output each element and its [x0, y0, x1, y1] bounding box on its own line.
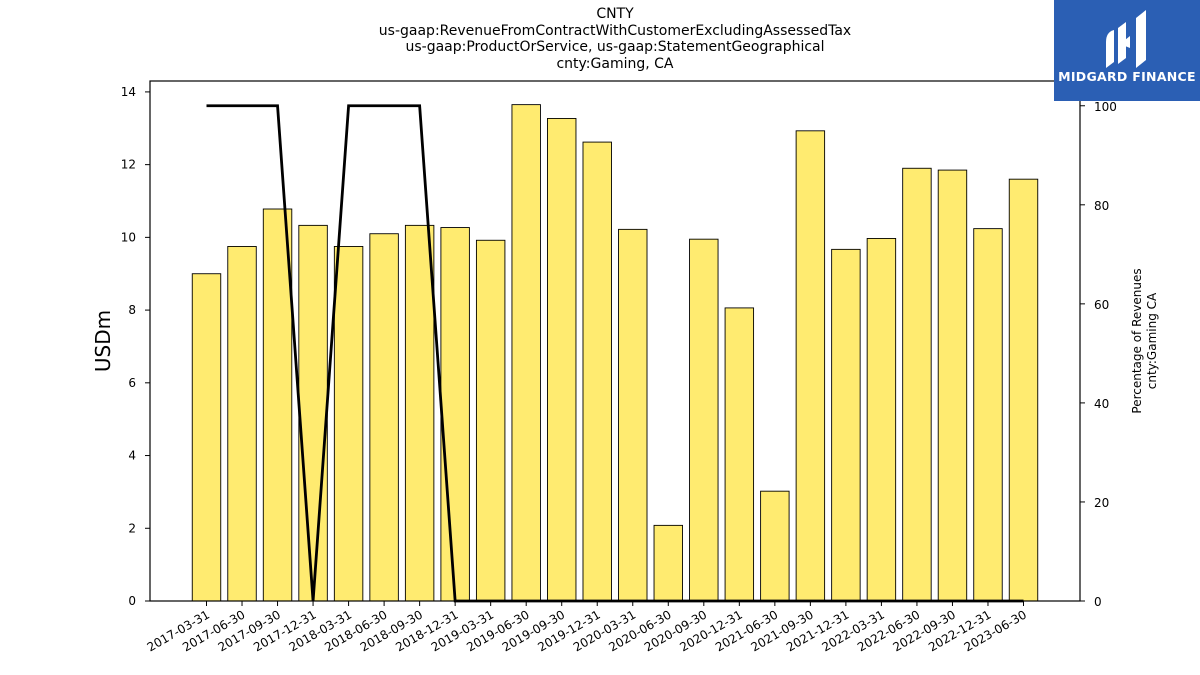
y-tick-label: 0 [128, 594, 136, 608]
midgard-finance-logo: MIDGARD FINANCE [1054, 0, 1200, 101]
bar-2018-03-31 [333, 245, 364, 602]
bar-series [191, 104, 1039, 602]
y2-axis-label-line-1: Percentage of Revenues [1130, 268, 1144, 413]
midgard-logo-icon [1106, 10, 1146, 68]
plot-frame [149, 80, 1081, 602]
chart-title-line-2: us-gaap:RevenueFromContractWithCustomerE… [378, 22, 852, 39]
logo-text: MIDGARD FINANCE [1058, 69, 1196, 84]
chart-title: CNTY us-gaap:RevenueFromContractWithCust… [265, 6, 965, 72]
bar-2022-03-31 [866, 237, 897, 602]
bar-2020-03-31 [618, 228, 648, 602]
bar-2019-06-30 [511, 104, 541, 602]
y-tick-label: 4 [128, 449, 136, 463]
bar-2021-06-30 [760, 490, 790, 602]
y-tick-label: 12 [121, 158, 136, 172]
bar-2018-12-31 [440, 227, 470, 602]
percentage-line [206, 104, 1024, 603]
y-tick-label: 6 [128, 376, 136, 390]
chart-title-line-3: us-gaap:ProductOrService, us-gaap:Statem… [405, 39, 825, 55]
y-axis-label: USDm [91, 310, 115, 372]
bar-2017-06-30 [227, 245, 257, 602]
bar-2019-09-30 [547, 117, 577, 602]
chart-axes [149, 80, 1081, 602]
chart-title-line-1: CNTY [596, 6, 634, 22]
x-ticks: 2017-03-312017-06-302017-09-302017-12-31… [145, 601, 1029, 654]
bar-2018-09-30 [404, 224, 435, 602]
bar-2021-09-30 [795, 130, 826, 602]
right-y-ticks: 0 20 40 60 80 100 [1080, 100, 1117, 609]
y2-tick-label: 60 [1094, 298, 1109, 312]
y2-axis-label-line-2: cnty:Gaming CA [1145, 292, 1159, 389]
percentage-line-series [206, 104, 1024, 603]
bar-2022-09-30 [937, 169, 968, 602]
bar-2019-03-31 [475, 239, 506, 602]
bar-2022-06-30 [902, 167, 932, 602]
bar-2021-12-31 [831, 248, 861, 602]
y2-tick-label: 20 [1094, 496, 1109, 510]
y-tick-label: 14 [121, 85, 136, 99]
bar-2017-12-31 [298, 224, 328, 602]
y-tick-label: 10 [121, 230, 136, 244]
left-y-ticks: 0 2 4 6 8 10 12 14 [121, 85, 150, 608]
bar-2017-09-30 [262, 208, 293, 602]
bar-2019-12-31 [582, 141, 612, 602]
y2-tick-label: 80 [1094, 199, 1109, 213]
y-tick-label: 2 [128, 521, 136, 535]
bar-2022-12-31 [973, 228, 1003, 602]
bar-2017-03-31 [191, 273, 222, 602]
y2-tick-label: 0 [1094, 595, 1102, 609]
bar-2018-06-30 [369, 233, 399, 602]
bar-2020-12-31 [724, 307, 755, 602]
y2-tick-label: 100 [1094, 100, 1117, 114]
y2-tick-label: 40 [1094, 397, 1109, 411]
bar-2020-06-30 [653, 524, 683, 602]
bar-2020-09-30 [689, 238, 719, 602]
y-tick-label: 8 [128, 303, 136, 317]
chart-title-line-4: cnty:Gaming, CA [556, 55, 674, 72]
bar-2023-06-30 [1008, 178, 1039, 602]
